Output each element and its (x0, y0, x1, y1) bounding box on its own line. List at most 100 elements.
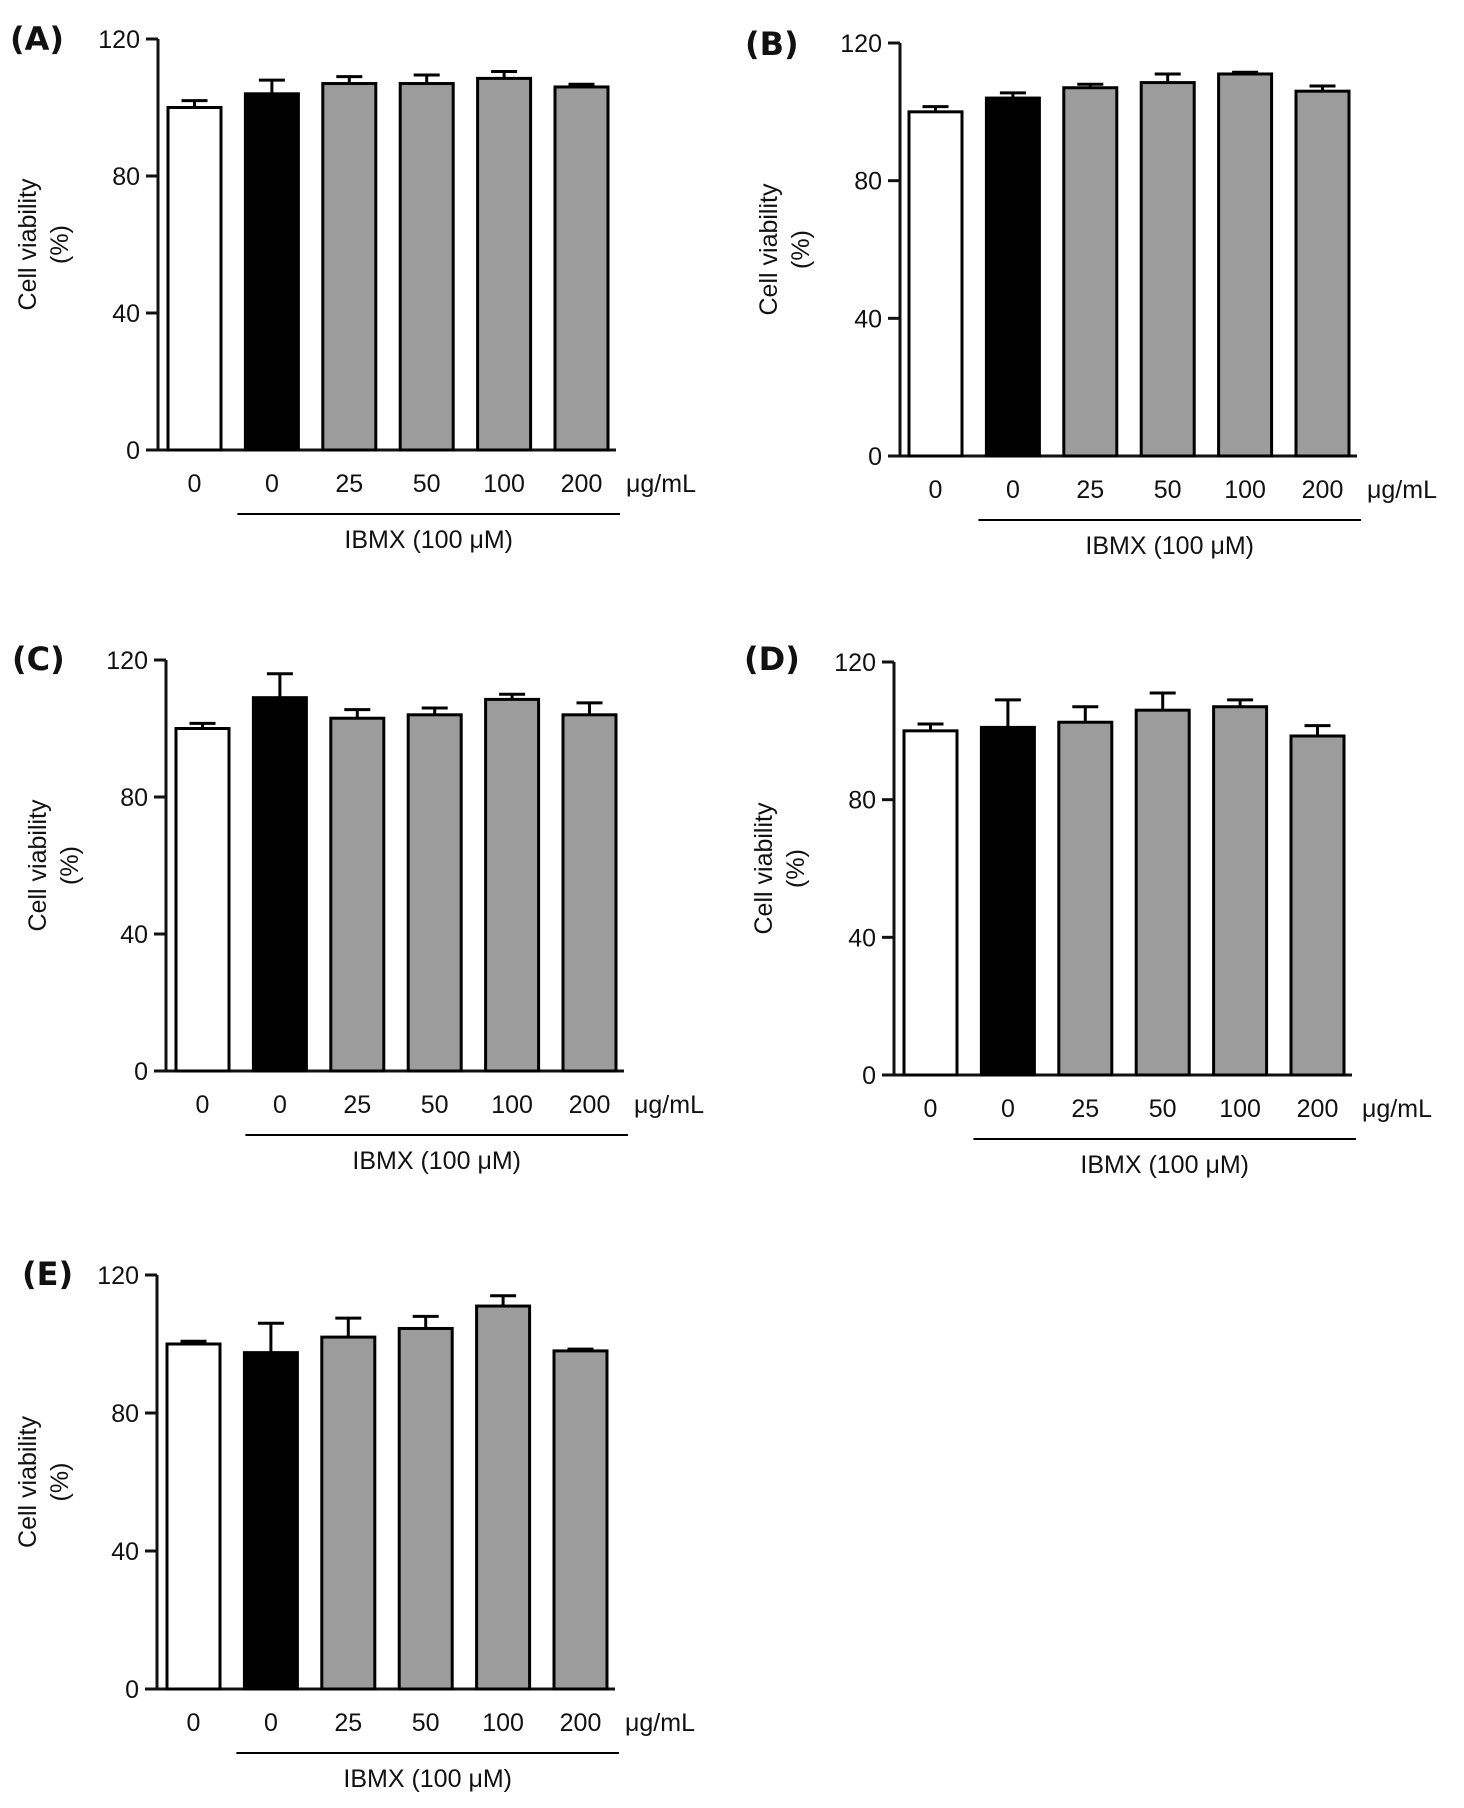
x-tick-label: 25 (1076, 476, 1104, 504)
group-label: IBMX (100 μM) (344, 526, 513, 554)
bar (242, 1351, 299, 1691)
x-unit-label: μg/mL (634, 1091, 704, 1119)
x-tick-label: 200 (561, 470, 603, 498)
x-tick-label: 100 (482, 1709, 524, 1737)
y-axis-unit: (%) (46, 1463, 74, 1502)
group-label: IBMX (100 μM) (1085, 532, 1254, 560)
bar (1289, 734, 1346, 1077)
y-tick-label: 120 (98, 26, 140, 54)
chart-panel-b: (B) 0 40 80 120 0 0 25 50 100 200 μg/mL IBMX (100 μM… (745, 25, 1437, 560)
x-tick-label: 25 (335, 470, 363, 498)
bar (1062, 86, 1119, 458)
x-tick-label: 25 (343, 1091, 371, 1119)
bar (329, 716, 386, 1073)
x-tick-label: 0 (929, 476, 943, 504)
x-tick-label: 200 (569, 1091, 611, 1119)
y-axis-unit: (%) (56, 846, 84, 885)
y-tick-label: 40 (854, 305, 882, 333)
bar (979, 725, 1036, 1077)
panel-label: (B) (745, 25, 799, 63)
y-axis-unit: (%) (782, 849, 810, 888)
bar (553, 85, 610, 452)
bar (1134, 708, 1191, 1077)
bar (320, 1335, 377, 1691)
x-tick-label: 0 (273, 1091, 287, 1119)
y-tick-label: 80 (111, 1400, 139, 1428)
x-tick-label: 0 (924, 1095, 938, 1123)
x-tick-label: 50 (1154, 476, 1182, 504)
bar (251, 696, 308, 1073)
x-tick-label: 200 (1297, 1095, 1339, 1123)
y-tick-label: 0 (125, 1676, 139, 1704)
y-tick-label: 80 (120, 784, 148, 812)
x-tick-label: 50 (421, 1091, 449, 1119)
x-tick-label: 25 (334, 1709, 362, 1737)
bar (1139, 81, 1196, 458)
x-tick-label: 25 (1071, 1095, 1099, 1123)
y-tick-label: 80 (112, 163, 140, 191)
y-tick-label: 80 (848, 787, 876, 815)
bar (902, 729, 959, 1077)
panel-label: (C) (12, 640, 65, 678)
y-axis-title: Cell viability (750, 802, 778, 934)
panel-label: (D) (744, 640, 800, 678)
x-unit-label: μg/mL (1367, 476, 1437, 504)
y-tick-label: 0 (134, 1058, 148, 1086)
bar (476, 76, 533, 452)
y-tick-label: 80 (854, 168, 882, 196)
bar (907, 110, 964, 458)
x-tick-label: 50 (413, 470, 441, 498)
y-tick-label: 40 (112, 300, 140, 328)
x-tick-label: 200 (1302, 476, 1344, 504)
bar (174, 727, 231, 1073)
bar (165, 1342, 222, 1691)
bar (321, 82, 378, 452)
bar (552, 1349, 609, 1691)
bar (397, 1326, 454, 1691)
x-tick-label: 100 (483, 470, 525, 498)
y-tick-label: 40 (111, 1538, 139, 1566)
y-tick-label: 0 (126, 437, 140, 465)
x-tick-label: 100 (491, 1091, 533, 1119)
bar (166, 106, 223, 452)
x-tick-label: 0 (1001, 1095, 1015, 1123)
x-tick-label: 0 (265, 470, 279, 498)
y-tick-label: 0 (868, 443, 882, 471)
chart-panel-d: (D) 0 40 80 120 0 0 25 50 100 200 μg/mL IBMX (100 μM… (744, 640, 1432, 1179)
x-tick-label: 100 (1224, 476, 1266, 504)
bar (1217, 72, 1274, 458)
x-tick-label: 50 (412, 1709, 440, 1737)
bar (484, 697, 541, 1073)
group-label: IBMX (100 μM) (343, 1765, 512, 1793)
y-tick-label: 120 (106, 647, 148, 675)
bar (561, 713, 618, 1073)
x-unit-label: μg/mL (1362, 1095, 1432, 1123)
y-axis-title: Cell viability (755, 183, 783, 315)
y-axis-title: Cell viability (14, 178, 42, 310)
bar (1294, 89, 1351, 458)
bar (475, 1304, 532, 1691)
panel-label: (A) (10, 20, 64, 58)
y-tick-label: 0 (862, 1062, 876, 1090)
bar (984, 96, 1041, 458)
x-tick-label: 200 (560, 1709, 602, 1737)
chart-panel-e: (E) 0 40 80 120 0 0 25 50 100 200 μg/mL IBMX (100 μM… (14, 1255, 695, 1793)
y-tick-label: 40 (120, 921, 148, 949)
x-tick-label: 0 (187, 1709, 201, 1737)
group-label: IBMX (100 μM) (1080, 1151, 1249, 1179)
y-tick-label: 40 (848, 924, 876, 952)
x-unit-label: μg/mL (626, 470, 696, 498)
x-tick-label: 0 (1006, 476, 1020, 504)
group-label: IBMX (100 μM) (352, 1147, 521, 1175)
y-tick-label: 120 (97, 1262, 139, 1290)
x-tick-label: 0 (264, 1709, 278, 1737)
y-axis-title: Cell viability (24, 799, 52, 931)
chart-panel-c: (C) 0 40 80 120 0 0 25 50 100 200 μg/mL IBMX (100 μM… (12, 640, 704, 1175)
bar (406, 713, 463, 1073)
y-tick-label: 120 (834, 649, 876, 677)
y-axis-unit: (%) (787, 230, 815, 269)
x-tick-label: 50 (1149, 1095, 1177, 1123)
bar (1212, 705, 1269, 1077)
bar (398, 82, 455, 452)
